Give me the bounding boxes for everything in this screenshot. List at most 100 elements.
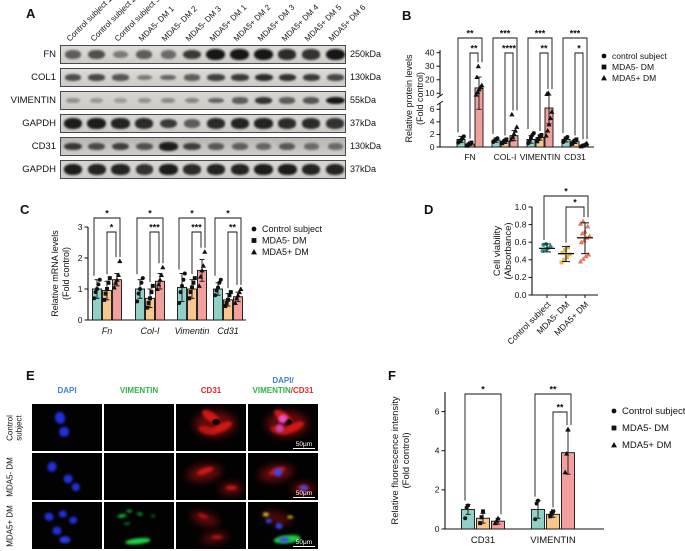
point-triangle: [494, 518, 500, 523]
point-square: [107, 276, 112, 281]
significance-stars: ****: [502, 44, 517, 54]
blot-band: [183, 142, 201, 151]
protein-levels-bar-chart: 0 2 4 6 10 20 30 40 Relative protein levels (Fold…: [404, 29, 667, 163]
significance-bracket: [539, 52, 549, 132]
blot-band: [231, 143, 248, 150]
blot-band: [64, 50, 81, 59]
blot-band: [278, 164, 297, 175]
kda-label: 130kDa: [350, 141, 382, 151]
point-square: [149, 290, 154, 295]
point-triangle: [545, 90, 551, 96]
fluorescence-blob: [274, 522, 283, 531]
point-circle: [527, 138, 532, 143]
blot-band: [113, 50, 128, 59]
point-circle: [461, 134, 466, 139]
fluorescence-blob: [189, 509, 222, 529]
fluorescence-blob: [124, 537, 151, 546]
point-circle: [601, 53, 607, 59]
point-square: [574, 137, 579, 142]
kda-label: 130kDa: [350, 72, 382, 82]
point-triangle: [514, 124, 520, 129]
y-tick-label: 1.0: [515, 202, 527, 212]
y-axis-label: (Fold control): [401, 433, 412, 489]
point-triangle: [202, 249, 208, 254]
significance-bracket: [93, 217, 121, 276]
point-triangle: [199, 267, 205, 273]
blot-band: [325, 164, 345, 175]
significance-stars: *: [573, 198, 577, 208]
point-triangle: [565, 426, 571, 432]
row-label: MDA5+ DM: [5, 504, 15, 547]
x-category-label: VIMENTIN: [520, 152, 561, 162]
blot-band: [206, 49, 226, 60]
if-image-r2c3: 50μm: [248, 502, 318, 549]
blot-strip: [60, 91, 346, 110]
legend-label: MDA5+ DM: [612, 73, 656, 83]
channel-header: DAPI/VIMENTIN/CD31: [252, 376, 314, 395]
blot-strip: [60, 160, 346, 179]
y-tick-label: 0: [78, 315, 83, 325]
y-tick-label: 0.4: [515, 255, 527, 265]
y-tick-label: 1: [78, 284, 83, 294]
blot-band: [231, 74, 249, 81]
blot-protein-label: FN: [43, 49, 56, 60]
y-tick-label: 6: [435, 406, 440, 416]
y-tick-label: 0.8: [515, 219, 527, 229]
x-category-label: FN: [464, 152, 475, 162]
point-triangle: [586, 251, 592, 257]
blot-band: [87, 164, 106, 175]
significance-stars: **: [470, 44, 478, 54]
y-tick-label: 40: [425, 48, 435, 58]
point-square: [103, 291, 108, 296]
significance-stars: *: [226, 209, 230, 219]
blot-band: [183, 164, 202, 175]
point-triangle: [235, 292, 241, 298]
point-triangle: [117, 258, 123, 264]
point-square: [223, 304, 228, 309]
blot-band: [254, 73, 273, 82]
blot-band: [327, 143, 343, 150]
blot-protein-label: COL1: [31, 72, 56, 83]
legend-label: MDA5+ DM: [622, 440, 671, 451]
y-tick-label: 2: [430, 129, 435, 139]
blot-strip: [60, 137, 346, 156]
if-image-r2c0: [32, 502, 102, 549]
row-label: Control subject: [5, 414, 24, 441]
fluorescence-blob: [226, 485, 237, 491]
point-triangle: [251, 249, 257, 255]
point-triangle: [580, 218, 586, 224]
panel-f-label: F: [388, 368, 396, 383]
panel-d-label: D: [424, 202, 434, 217]
fluorescence-blob: [136, 512, 144, 517]
y-tick-label: 0: [430, 142, 435, 152]
point-triangle: [157, 277, 163, 282]
point-triangle: [586, 233, 593, 239]
point-circle: [251, 226, 257, 232]
western-blot-panel: Control subject 1 Control subject 2 Contro…: [8, 0, 400, 192]
point-square: [601, 64, 607, 70]
y-tick-label: 10: [425, 88, 435, 98]
point-triangle: [495, 515, 501, 521]
significance-stars: *: [110, 223, 114, 233]
point-circle: [96, 282, 101, 287]
fluorescence-blob: [300, 485, 308, 492]
blot-band: [206, 118, 225, 129]
bars: [456, 63, 590, 149]
blot-band: [66, 98, 80, 103]
significance-stars: **: [549, 385, 557, 395]
blot-band: [254, 49, 274, 60]
y-tick-label: 3: [78, 222, 83, 232]
point-square: [106, 280, 111, 285]
blot-band: [160, 74, 177, 81]
blot-band: [183, 49, 201, 60]
point-triangle: [111, 284, 117, 290]
point-circle: [548, 244, 553, 249]
point-square: [551, 509, 555, 514]
fluorescence-intensity-bar-chart: 0 2 4 6 Relative fluorescence intensity (Fold…: [390, 385, 685, 547]
blot-band: [230, 49, 250, 60]
point-square: [562, 257, 567, 262]
blot-band: [206, 164, 226, 175]
point-triangle: [113, 280, 119, 285]
